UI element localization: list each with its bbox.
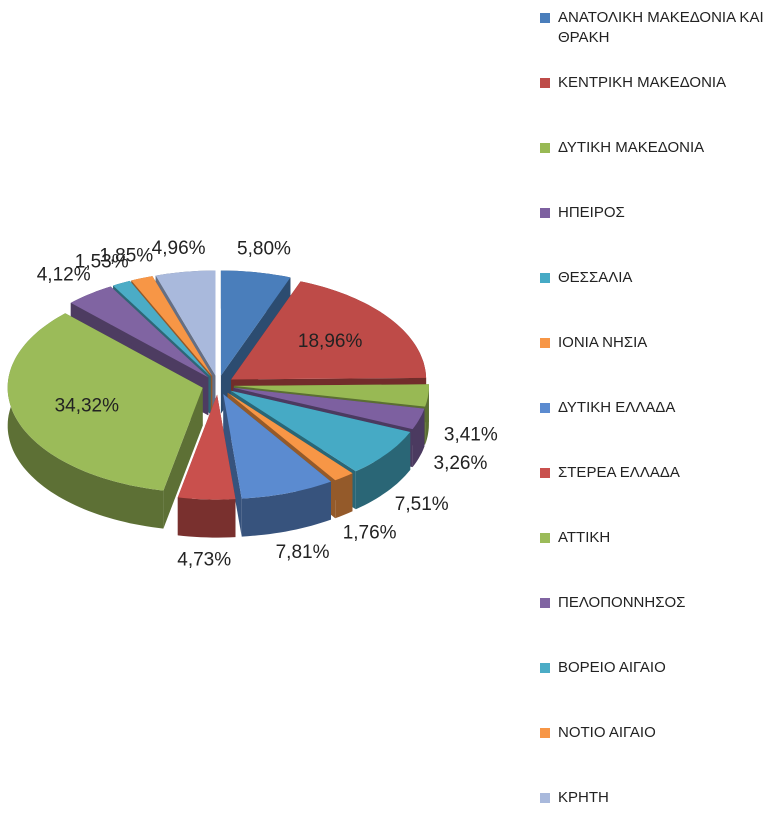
data-label: 1,85% [99, 246, 153, 267]
legend-swatch [540, 143, 550, 153]
slice-side [412, 408, 425, 468]
slice [70, 286, 209, 378]
legend-swatch [540, 663, 550, 673]
data-label: 3,26% [434, 453, 488, 474]
data-label: 1,76% [343, 522, 397, 543]
legend-swatch [540, 468, 550, 478]
legend-item: ΑΤΤΙΚΗ [540, 528, 780, 593]
legend: ΑΝΑΤΟΛΙΚΗ ΜΑΚΕΔΟΝΙΑ ΚΑΙ ΘΡΑΚΗ ΚΕΝΤΡΙΚΗ ΜΑ… [540, 8, 780, 827]
slice [223, 394, 331, 499]
slice-side [177, 497, 236, 538]
pie-area: 5,80% 18,96% 3,41% 3,26% 7,51% 1,76% 7,81% 4,73… [7, 238, 498, 571]
legend-label: ΑΤΤΙΚΗ [558, 529, 611, 546]
slice [227, 392, 353, 481]
slice [233, 387, 425, 430]
slice [231, 281, 427, 380]
legend-item: ΔΥΤΙΚΗ ΕΛΛΑΔΑ [540, 398, 780, 463]
legend-label: ΑΝΑΤΟΛΙΚΗ ΜΑΚΕΔΟΝΙΑ ΚΑΙ ΘΡΑΚΗ [558, 9, 764, 46]
slice [113, 280, 211, 377]
legend-swatch [540, 78, 550, 88]
legend-item: ΒΟΡΕΙΟ ΑΙΓΑΙΟ [540, 658, 780, 723]
data-label: 4,12% [37, 265, 91, 286]
legend-label: ΗΠΕΙΡΟΣ [558, 204, 625, 221]
data-label: 4,96% [152, 238, 206, 259]
legend-item: ΙΟΝΙΑ ΝΗΣΙΑ [540, 333, 780, 398]
legend-item: ΑΝΑΤΟΛΙΚΗ ΜΑΚΕΔΟΝΙΑ ΚΑΙ ΘΡΑΚΗ [540, 8, 780, 73]
legend-label: ΘΕΣΣΑΛΙΑ [558, 269, 633, 286]
legend-item: ΚΕΝΤΡΙΚΗ ΜΑΚΕΔΟΝΙΑ [540, 73, 780, 138]
slice [233, 384, 429, 407]
data-label: 3,41% [444, 425, 498, 446]
slice [230, 390, 411, 472]
legend-label: ΒΟΡΕΙΟ ΑΙΓΑΙΟ [558, 659, 666, 676]
legend-swatch [540, 338, 550, 348]
legend-label: ΠΕΛΟΠΟΝΝΗΣΟΣ [558, 594, 686, 611]
data-label: 5,80% [237, 239, 291, 260]
slice-wall [163, 387, 203, 529]
legend-item: ΔΥΤΙΚΗ ΜΑΚΕΔΟΝΙΑ [540, 138, 780, 203]
data-label: 4,73% [177, 550, 231, 571]
legend-item: ΚΡΗΤΗ [540, 788, 780, 827]
legend-swatch [540, 793, 550, 803]
legend-label: ΣΤΕΡΕΑ ΕΛΛΑΔΑ [558, 464, 680, 481]
legend-swatch [540, 533, 550, 543]
legend-swatch [540, 403, 550, 413]
legend-item: ΗΠΕΙΡΟΣ [540, 203, 780, 268]
legend-swatch [540, 13, 550, 23]
legend-item: ΘΕΣΣΑΛΙΑ [540, 268, 780, 333]
legend-swatch [540, 273, 550, 283]
slice [220, 270, 291, 376]
legend-swatch [540, 728, 550, 738]
legend-label: ΚΡΗΤΗ [558, 789, 609, 806]
slice [177, 394, 236, 500]
slice-side [355, 432, 411, 510]
legend-label: ΔΥΤΙΚΗ ΕΛΛΑΔΑ [558, 399, 676, 416]
legend-label: ΚΕΝΤΡΙΚΗ ΜΑΚΕΔΟΝΙΑ [558, 74, 727, 91]
slice [7, 313, 203, 491]
data-label: 7,51% [395, 494, 449, 515]
slice-side [7, 313, 164, 529]
legend-item: ΝΟΤΙΟ ΑΙΓΑΙΟ [540, 723, 780, 788]
legend-swatch [540, 208, 550, 218]
data-label: 34,32% [55, 395, 120, 416]
legend-swatch [540, 598, 550, 608]
slice-side [241, 481, 331, 537]
data-label: 7,81% [276, 542, 330, 563]
legend-item: ΣΤΕΡΕΑ ΕΛΛΑΔΑ [540, 463, 780, 528]
slice-side [425, 384, 429, 445]
slice [131, 276, 213, 376]
data-label: 1,53% [75, 252, 129, 273]
slice-wall [223, 394, 242, 537]
legend-label: ΔΥΤΙΚΗ ΜΑΚΕΔΟΝΙΑ [558, 139, 705, 156]
data-label: 18,96% [298, 331, 363, 352]
legend-item: ΠΕΛΟΠΟΝΝΗΣΟΣ [540, 593, 780, 658]
slice-side [335, 473, 353, 519]
legend-label: ΝΟΤΙΟ ΑΙΓΑΙΟ [558, 724, 656, 741]
legend-label: ΙΟΝΙΑ ΝΗΣΙΑ [558, 334, 648, 351]
slice [155, 270, 216, 376]
